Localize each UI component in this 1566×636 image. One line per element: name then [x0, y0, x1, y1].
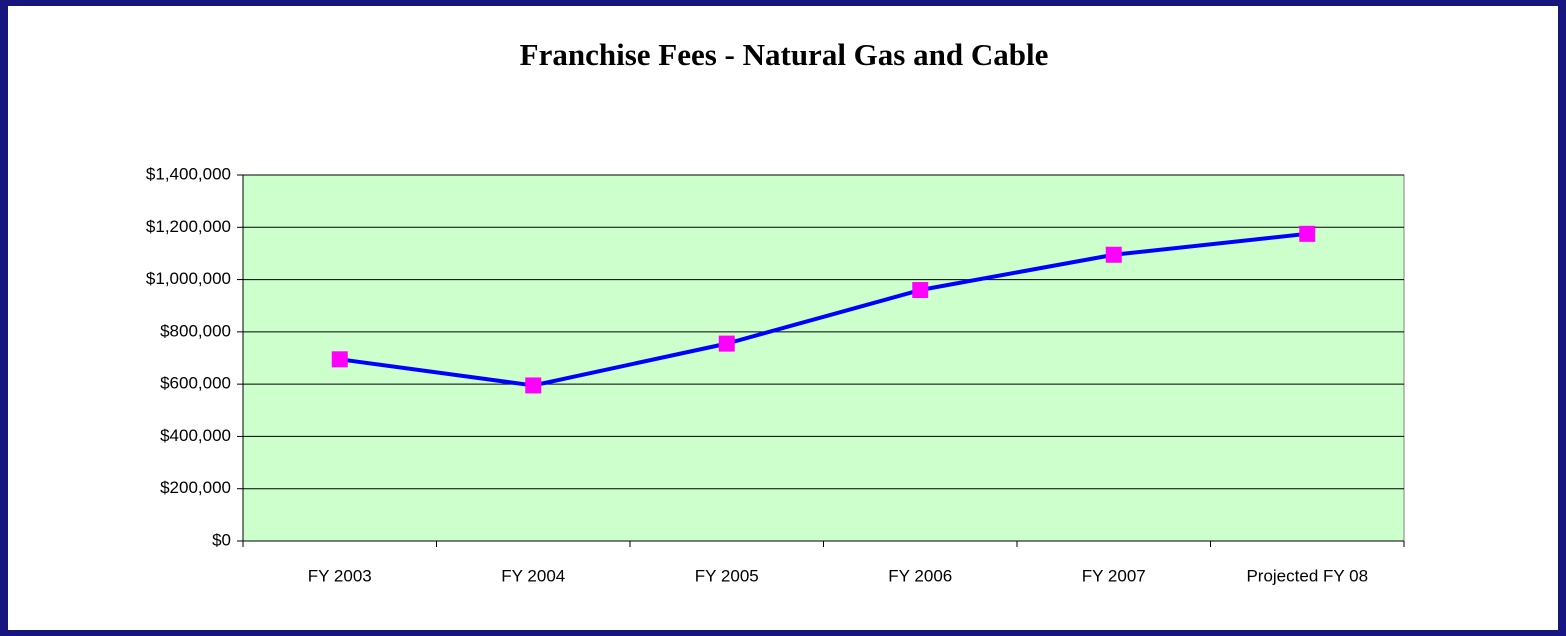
- y-tick-label: $1,400,000: [146, 164, 231, 183]
- x-tick-label: FY 2005: [695, 566, 759, 585]
- y-tick-label: $200,000: [160, 478, 231, 497]
- data-marker: [718, 335, 735, 352]
- y-tick-label: $1,200,000: [146, 217, 231, 236]
- x-tick-label: FY 2004: [501, 566, 565, 585]
- data-marker: [1299, 225, 1316, 242]
- x-tick-label: FY 2003: [308, 566, 372, 585]
- data-marker: [525, 377, 542, 394]
- y-tick-label: $800,000: [160, 321, 231, 340]
- data-marker: [1105, 246, 1122, 263]
- y-tick-label: $0: [212, 530, 231, 549]
- data-line: [339, 231, 1308, 388]
- y-tick-label: $400,000: [160, 426, 231, 445]
- y-tick-label: $1,000,000: [146, 269, 231, 288]
- x-tick-label: FY 2006: [888, 566, 952, 585]
- plot-area: [242, 174, 1405, 542]
- x-tick-label: FY 2007: [1082, 566, 1146, 585]
- x-tick-label: Projected FY 08: [1246, 566, 1368, 585]
- data-marker: [331, 351, 348, 368]
- data-marker: [912, 282, 929, 299]
- y-tick-label: $600,000: [160, 374, 231, 393]
- chart-title: Franchise Fees - Natural Gas and Cable: [520, 37, 1049, 72]
